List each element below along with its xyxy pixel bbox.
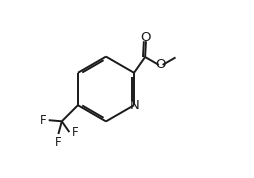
Text: F: F <box>55 136 62 149</box>
Text: F: F <box>40 114 46 127</box>
Text: O: O <box>156 58 166 71</box>
Text: O: O <box>140 31 151 44</box>
Text: F: F <box>71 126 78 139</box>
Text: N: N <box>129 99 139 112</box>
